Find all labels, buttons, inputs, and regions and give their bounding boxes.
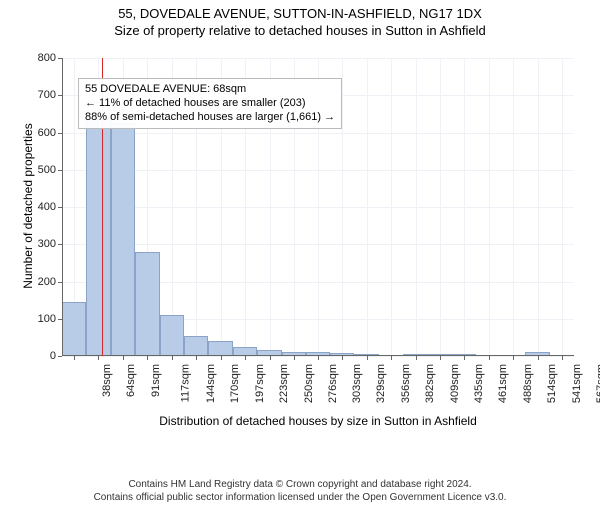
annotation-line: 88% of semi-detached houses are larger (…: [85, 111, 335, 125]
x-tick-mark: [147, 356, 148, 360]
x-tick-label: 250sqm: [303, 364, 315, 403]
histogram-bar: [208, 341, 233, 356]
y-tick-label: 100: [26, 313, 56, 325]
x-tick-mark: [270, 356, 271, 360]
x-tick-mark: [74, 356, 75, 360]
x-tick-label: 223sqm: [278, 364, 290, 403]
y-tick-label: 800: [26, 52, 56, 64]
x-tick-label: 514sqm: [546, 364, 558, 403]
x-tick-label: 382sqm: [424, 364, 436, 403]
annotation-box: 55 DOVEDALE AVENUE: 68sqm← 11% of detach…: [78, 78, 342, 129]
x-tick-mark: [221, 356, 222, 360]
x-tick-mark: [172, 356, 173, 360]
x-tick-label: 567sqm: [595, 364, 600, 403]
y-tick-mark: [58, 356, 62, 357]
y-tick-mark: [58, 282, 62, 283]
y-tick-label: 700: [26, 89, 56, 101]
x-tick-mark: [294, 356, 295, 360]
x-tick-mark: [489, 356, 490, 360]
x-tick-label: 329sqm: [376, 364, 388, 403]
x-axis-label: Distribution of detached houses by size …: [62, 414, 574, 428]
y-tick-mark: [58, 170, 62, 171]
x-tick-mark: [196, 356, 197, 360]
grid-hline: [62, 170, 574, 171]
x-tick-mark: [464, 356, 465, 360]
x-tick-mark: [562, 356, 563, 360]
x-tick-label: 488sqm: [522, 364, 534, 403]
y-tick-label: 600: [26, 127, 56, 139]
y-tick-mark: [58, 58, 62, 59]
histogram-bar: [111, 123, 135, 356]
x-tick-mark: [342, 356, 343, 360]
y-tick-label: 500: [26, 164, 56, 176]
histogram-bar: [62, 302, 86, 356]
x-tick-label: 64sqm: [125, 364, 137, 397]
y-tick-label: 300: [26, 238, 56, 250]
y-tick-mark: [58, 133, 62, 134]
histogram-bar: [86, 119, 111, 356]
x-tick-mark: [98, 356, 99, 360]
x-tick-label: 356sqm: [400, 364, 412, 403]
x-tick-mark: [367, 356, 368, 360]
chart-title-line2: Size of property relative to detached ho…: [0, 23, 600, 38]
chart-title-line1: 55, DOVEDALE AVENUE, SUTTON-IN-ASHFIELD,…: [0, 6, 600, 21]
x-tick-label: 303sqm: [352, 364, 364, 403]
x-tick-label: 276sqm: [327, 364, 339, 403]
attribution-line1: Contains HM Land Registry data © Crown c…: [0, 479, 600, 492]
x-tick-label: 461sqm: [497, 364, 509, 403]
x-tick-label: 170sqm: [229, 364, 241, 403]
x-tick-label: 541sqm: [571, 364, 583, 403]
grid-hline: [62, 207, 574, 208]
grid-hline: [62, 58, 574, 59]
x-tick-mark: [440, 356, 441, 360]
y-tick-label: 200: [26, 276, 56, 288]
x-tick-label: 144sqm: [205, 364, 217, 403]
x-tick-mark: [416, 356, 417, 360]
annotation-line: 55 DOVEDALE AVENUE: 68sqm: [85, 83, 335, 97]
x-tick-label: 117sqm: [179, 364, 191, 402]
chart-container: Number of detached properties Distributi…: [0, 50, 600, 446]
x-tick-label: 409sqm: [449, 364, 461, 403]
attribution-line2: Contains official public sector informat…: [0, 492, 600, 505]
annotation-line: ← 11% of detached houses are smaller (20…: [85, 97, 335, 111]
y-tick-mark: [58, 244, 62, 245]
x-tick-mark: [513, 356, 514, 360]
x-tick-label: 91sqm: [150, 364, 162, 397]
y-tick-mark: [58, 319, 62, 320]
x-tick-mark: [538, 356, 539, 360]
y-tick-label: 400: [26, 201, 56, 213]
attribution-text: Contains HM Land Registry data © Crown c…: [0, 479, 600, 504]
y-tick-label: 0: [26, 350, 56, 362]
x-tick-label: 435sqm: [473, 364, 485, 403]
x-tick-mark: [318, 356, 319, 360]
x-tick-mark: [123, 356, 124, 360]
y-axis-line: [62, 58, 63, 356]
grid-hline: [62, 244, 574, 245]
x-tick-label: 38sqm: [101, 364, 113, 397]
y-tick-mark: [58, 95, 62, 96]
histogram-bar: [135, 252, 160, 356]
histogram-bar: [184, 336, 208, 356]
grid-hline: [62, 133, 574, 134]
x-tick-mark: [391, 356, 392, 360]
x-tick-mark: [245, 356, 246, 360]
x-tick-label: 197sqm: [254, 364, 266, 403]
y-tick-mark: [58, 207, 62, 208]
histogram-bar: [160, 315, 184, 356]
